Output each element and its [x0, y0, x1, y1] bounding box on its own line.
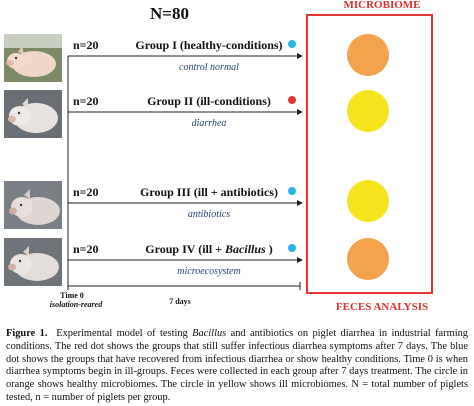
feces-analysis-label: FECES ANALYSIS: [335, 301, 429, 313]
group-2-treatment: diarrhea: [191, 118, 227, 129]
microbiome-label: MICROBIOME: [343, 0, 421, 11]
microbiome-circle-group-1-healthy: [347, 34, 389, 76]
group-3-recovered-dot: [288, 187, 296, 195]
microbiome-box: [306, 14, 433, 294]
caption-text-2: and antibiotics on piglet diarrhea in in…: [6, 328, 468, 403]
group-3-name: Group III (ill + antibiotics): [140, 185, 278, 199]
microbiome-circle-group-3-ill: [347, 180, 389, 222]
microbiome-circle-group-4-healthy: [347, 238, 389, 280]
pig-photo-group-1: [4, 34, 62, 82]
group-1-recovered-dot: [288, 40, 296, 48]
timeline-isolation-reared: isolation-reared: [49, 300, 103, 309]
group-4-name: Group IV (ill + Bacillus ): [124, 242, 294, 257]
pig-photo-group-3: [4, 181, 62, 229]
caption-text-1: Experimental model of testing: [56, 328, 193, 339]
pig-photo-group-4: [4, 238, 62, 286]
group-2-name: Group II (ill-conditions): [147, 94, 271, 108]
group-4-name-suffix: ): [265, 242, 273, 256]
group-1-name: Group I (healthy-conditions): [135, 38, 283, 52]
group-3-n: n=20: [73, 185, 99, 199]
pig-photo-group-2: [4, 90, 62, 138]
group-4-treatment: microecosystem: [177, 266, 241, 277]
group-4-recovered-dot: [288, 244, 296, 252]
group-2-ill-dot: [288, 96, 296, 104]
group-4-name-italic: Bacillus: [225, 242, 266, 256]
group-3-treatment: antibiotics: [187, 209, 231, 220]
group-4-n: n=20: [73, 242, 99, 256]
total-sample-size: N=80: [150, 4, 189, 23]
group-2-n: n=20: [73, 94, 99, 108]
timeline-time0: Time 0: [60, 291, 84, 300]
caption-italic-bacillus: Bacillus: [192, 328, 227, 339]
figure-caption: Figure 1. Experimental model of testing …: [6, 328, 468, 405]
group-4-name-prefix: Group IV (ill +: [145, 242, 226, 256]
timeline-duration: 7 days: [169, 297, 191, 306]
group-1-treatment: control normal: [179, 62, 239, 73]
caption-label: Figure 1.: [6, 328, 48, 339]
group-1-n: n=20: [73, 38, 99, 52]
microbiome-circle-group-2-ill: [347, 90, 389, 132]
